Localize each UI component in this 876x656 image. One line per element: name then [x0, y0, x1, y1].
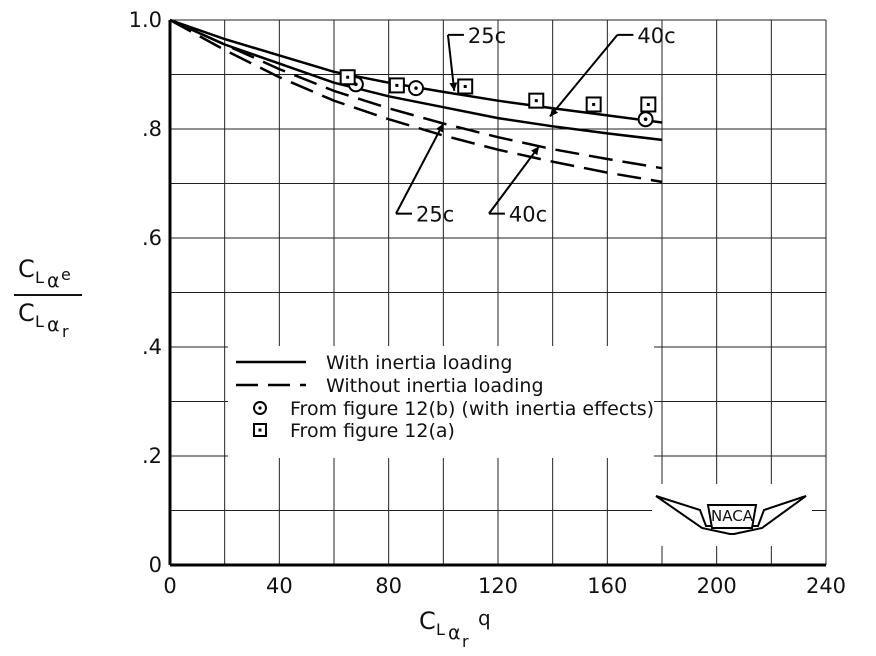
square-marker-dot	[592, 102, 596, 106]
x-tick-label: 240	[806, 574, 846, 598]
annotation-arrowhead	[436, 123, 444, 133]
y-tick-label: .8	[142, 117, 162, 141]
x-label-alpha: α	[448, 622, 461, 644]
legend-background	[228, 346, 654, 458]
annotation-leader	[488, 145, 540, 215]
legend-entry-text: From figure 12(a)	[290, 420, 455, 442]
x-tick-label: 80	[375, 574, 402, 598]
x-tick-label: 160	[587, 574, 627, 598]
y-label-num-e: e	[61, 265, 71, 284]
annotation-label: 40c	[637, 24, 675, 48]
curve-solid-40c	[169, 18, 663, 142]
x-label-q: q	[478, 606, 491, 630]
x-label-r: r	[462, 632, 469, 651]
y-label-num-alpha: α	[47, 270, 60, 292]
x-tick-label: 40	[266, 574, 293, 598]
circle-marker-dot	[414, 86, 418, 90]
square-marker-dot	[346, 75, 350, 79]
naca-logo: NACA	[652, 484, 812, 546]
x-tick-label: 0	[163, 574, 176, 598]
annotation-label: 25c	[416, 203, 454, 227]
legend-entry-text: From figure 12(b) (with inertia effects)	[290, 398, 654, 420]
legend-entry-text: Without inertia loading	[326, 375, 544, 397]
square-marker-dot	[646, 102, 650, 106]
square-marker-dot	[463, 84, 467, 88]
y-axis-label: C L α e C L α r	[14, 255, 82, 341]
x-tick-label: 200	[697, 574, 737, 598]
y-label-den-r: r	[62, 322, 69, 341]
annotation-arrowhead	[549, 107, 559, 117]
markers	[339, 69, 657, 128]
legend-entry-text: With inertia loading	[326, 352, 512, 374]
y-tick-label: .4	[142, 335, 162, 359]
y-label-den-alpha: α	[47, 314, 60, 336]
annotation-label: 40c	[509, 203, 547, 227]
annotation-leader	[395, 123, 445, 215]
x-label-sub: L	[436, 620, 445, 639]
y-axis-ticks: 0 .2 .4 .6 .8 1.0	[129, 8, 162, 577]
y-label-den-main: C	[18, 299, 35, 327]
y-label-den-sub: L	[35, 312, 44, 331]
y-label-num-sub: L	[35, 268, 44, 287]
logo-text: NACA	[711, 507, 754, 525]
legend-square-marker-dot	[258, 428, 262, 432]
x-axis-ticks: 0 40 80 120 160 200 240	[163, 574, 846, 598]
x-axis-label: C L α r q	[419, 606, 491, 651]
legend-circle-marker-dot	[258, 406, 262, 410]
x-label-main: C	[419, 607, 436, 635]
annotation-arrowhead	[531, 146, 539, 156]
logo-center	[706, 504, 758, 529]
plot-frame	[168, 20, 826, 567]
curve-dashed-25c	[169, 18, 663, 170]
y-tick-label: 1.0	[129, 8, 162, 32]
y-tick-label: .6	[142, 226, 162, 250]
circle-marker-dot	[643, 117, 648, 121]
y-tick-label: .2	[142, 444, 162, 468]
annotation-leader	[446, 34, 456, 91]
annotation-leader	[549, 34, 619, 118]
y-label-num-main: C	[18, 255, 35, 283]
annotation-arrowhead	[449, 82, 458, 91]
annotations: 25c 40c 25c 40c	[395, 24, 676, 227]
square-marker-dot	[534, 99, 538, 103]
annotation-label: 25c	[468, 24, 506, 48]
x-tick-label: 120	[478, 574, 518, 598]
y-tick-label: 0	[149, 553, 162, 577]
square-marker-dot	[395, 83, 399, 87]
